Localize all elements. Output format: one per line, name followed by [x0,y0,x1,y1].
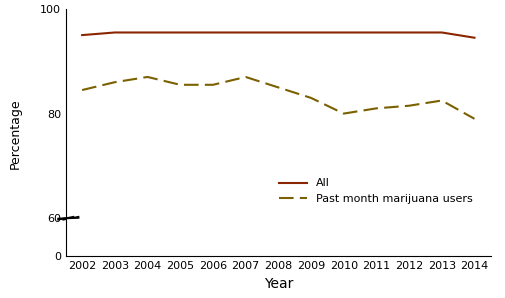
X-axis label: Year: Year [263,277,292,291]
Legend: All, Past month marijuana users: All, Past month marijuana users [274,174,476,209]
Text: Percentage: Percentage [9,99,22,169]
